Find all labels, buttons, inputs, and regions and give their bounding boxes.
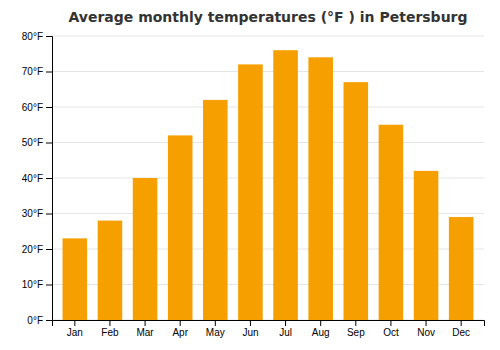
y-tick-label: 0°F xyxy=(27,315,43,326)
x-tick-mark xyxy=(74,320,75,326)
bar xyxy=(449,217,474,320)
y-tick-mark xyxy=(46,214,52,215)
x-tick: Dec xyxy=(452,320,470,338)
bar xyxy=(308,57,333,320)
y-tick-mark xyxy=(46,143,52,144)
title: Average monthly temperatures (°F ) in Pe… xyxy=(68,9,467,25)
x-tick: Jun xyxy=(242,320,258,338)
x-tick: Apr xyxy=(172,320,188,338)
y-tick: 40°F xyxy=(22,173,52,184)
x-tick-label: Jul xyxy=(279,327,292,338)
grid-line xyxy=(52,36,484,37)
x-tick-mark xyxy=(426,320,427,326)
x-tick-mark xyxy=(109,320,110,326)
x-tick-mark xyxy=(285,320,286,326)
x-tick: Jan xyxy=(67,320,83,338)
y-tick: 50°F xyxy=(22,137,52,148)
y-tick-label: 60°F xyxy=(22,102,43,113)
x-tick-mark xyxy=(390,320,391,326)
y-tick-mark xyxy=(46,36,52,37)
x-tick-mark xyxy=(461,320,462,326)
chart-container: Jan Feb Mar Apr May Jun Jul Aug Sep Oct Nov Dec 0°F 1… xyxy=(0,0,500,350)
x-tick-label: Nov xyxy=(417,327,435,338)
x-tick: Oct xyxy=(383,320,399,338)
x-tick: Mar xyxy=(136,320,154,338)
chart: Jan Feb Mar Apr May Jun Jul Aug Sep Oct Nov Dec 0°F 1… xyxy=(0,0,500,350)
y-axis-line xyxy=(46,37,53,321)
y-tick: 60°F xyxy=(22,102,52,113)
grid xyxy=(52,36,484,320)
y-tick-mark xyxy=(46,178,52,179)
x-tick: Nov xyxy=(417,320,435,338)
y-tick-mark xyxy=(46,72,52,73)
y-tick: 20°F xyxy=(22,244,52,255)
x-axis-line xyxy=(53,321,485,327)
x-tick-mark xyxy=(355,320,356,326)
x-axis: Jan Feb Mar Apr May Jun Jul Aug Sep Oct Nov Dec xyxy=(53,320,485,338)
x-tick-label: Sep xyxy=(347,327,365,338)
bar xyxy=(344,82,369,320)
bar xyxy=(379,125,404,320)
y-tick-label: 30°F xyxy=(22,208,43,219)
x-tick-mark xyxy=(180,320,181,326)
x-tick-mark xyxy=(320,320,321,326)
x-tick: Feb xyxy=(101,320,119,338)
x-tick: May xyxy=(206,320,225,338)
y-tick: 30°F xyxy=(22,208,52,219)
x-tick: Aug xyxy=(312,320,330,338)
y-tick-label: 20°F xyxy=(22,244,43,255)
plot-area: Jan Feb Mar Apr May Jun Jul Aug Sep Oct Nov Dec 0°F 1… xyxy=(22,31,485,338)
x-tick-label: Feb xyxy=(101,327,119,338)
x-tick-label: Jun xyxy=(242,327,258,338)
x-tick-label: Jan xyxy=(67,327,83,338)
x-tick-mark xyxy=(145,320,146,326)
bar xyxy=(133,178,158,320)
y-tick: 10°F xyxy=(22,279,52,290)
bar xyxy=(238,64,263,320)
x-tick-label: Apr xyxy=(172,327,188,338)
x-tick: Sep xyxy=(347,320,365,338)
x-tick-label: May xyxy=(206,327,225,338)
bar xyxy=(273,50,298,320)
x-tick-mark xyxy=(215,320,216,326)
y-tick-label: 70°F xyxy=(22,66,43,77)
x-tick-label: Oct xyxy=(383,327,399,338)
y-tick-label: 10°F xyxy=(22,279,43,290)
bar xyxy=(168,135,193,320)
y-tick-mark xyxy=(46,107,52,108)
bar xyxy=(203,100,228,320)
y-tick-label: 80°F xyxy=(22,31,43,42)
x-tick-label: Dec xyxy=(452,327,470,338)
y-tick: 80°F xyxy=(22,31,52,42)
bar xyxy=(414,171,439,320)
y-tick-mark xyxy=(46,320,52,321)
bar xyxy=(63,238,88,320)
x-tick: Jul xyxy=(279,320,292,338)
y-tick: 0°F xyxy=(27,315,52,326)
grid-line xyxy=(52,142,484,143)
y-tick-mark xyxy=(46,285,52,286)
y-tick-label: 40°F xyxy=(22,173,43,184)
y-tick-mark xyxy=(46,249,52,250)
x-tick-label: Mar xyxy=(136,327,154,338)
bar xyxy=(98,221,123,320)
x-tick-label: Aug xyxy=(312,327,330,338)
grid-line xyxy=(52,71,484,72)
bars xyxy=(63,50,474,320)
x-tick-mark xyxy=(250,320,251,326)
y-axis: 0°F 10°F 20°F 30°F 40°F 50°F 60°F 70°F 80°F xyxy=(22,31,53,326)
y-tick: 70°F xyxy=(22,66,52,77)
y-tick-label: 50°F xyxy=(22,137,43,148)
grid-line xyxy=(52,107,484,108)
